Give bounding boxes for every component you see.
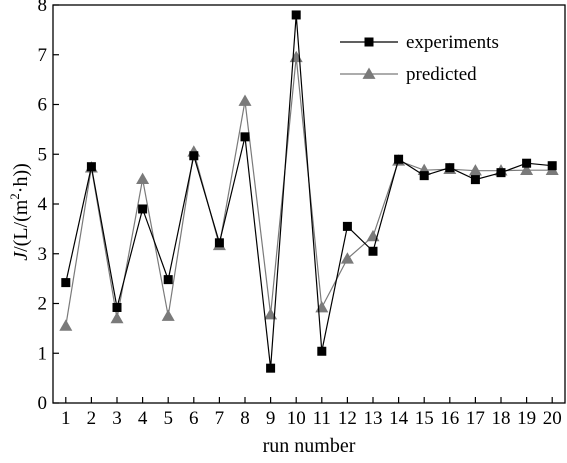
experiments-point [112,302,122,312]
y-tick-label: 8 [38,0,48,16]
experiments-point [61,278,71,288]
experiments-point [240,132,250,142]
y-axis-title-unit: /(L/(m [10,199,32,252]
x-tick-label: 3 [112,408,122,429]
x-tick-label: 6 [189,408,199,429]
experiments-line [65,14,553,369]
x-tick-label: 9 [266,408,276,429]
experiments-point [394,154,404,164]
x-tick-label: 14 [389,408,409,429]
experiments-point [189,151,199,161]
experiments-point [163,275,173,285]
predicted-point [340,252,354,264]
y-axis-title-unit-tail: ·h)) [10,163,32,193]
x-tick-label: 8 [240,408,250,429]
experiments-point [342,221,352,231]
predicted-point [289,50,303,63]
predicted-point [136,172,150,184]
x-tick-label: 11 [313,408,331,429]
y-axis-title: J/(L/(m2·h)) [7,163,32,261]
experiments-point [291,10,301,20]
legend-label: experiments [406,32,499,53]
x-tick-label: 15 [415,408,434,429]
legend-item-predicted: predicted [340,64,477,85]
y-tick-label: 4 [38,194,48,215]
predicted-point [315,300,329,313]
y-axis-title-symbol: J [10,251,32,261]
y-tick-label: 3 [38,244,48,265]
y-tick-label: 6 [38,95,48,116]
x-tick-label: 13 [364,408,383,429]
predicted-point [468,164,482,176]
experiments-point [317,346,327,356]
predicted-point [59,319,73,331]
x-tick-label: 16 [440,408,459,429]
experiments-point [368,246,378,256]
y-tick-label: 7 [38,45,48,66]
experiments-point [419,171,429,181]
x-tick-label: 7 [215,408,225,429]
predicted-line [65,57,553,326]
x-tick-label: 2 [87,408,97,429]
y-axis-title-superscript: 2 [7,193,22,200]
series-layer [59,10,559,373]
experiments-point [214,238,224,248]
plot-frame [52,4,566,404]
experiments-point [496,168,506,178]
experiments-point [86,162,96,172]
series-experiments [61,10,557,373]
predicted-point [161,309,175,321]
legend-label: predicted [406,64,477,85]
x-tick-label: 20 [543,408,562,429]
x-axis-title: run number [263,435,356,457]
x-tick-label: 1 [61,408,71,429]
x-tick-label: 10 [287,408,306,429]
legend-item-experiments: experiments [340,32,499,53]
x-tick-label: 4 [138,408,148,429]
experiments-point [522,158,532,168]
experiments-point [266,363,276,373]
experiments-point [547,161,557,171]
x-tick-label: 5 [163,408,173,429]
predicted-point [520,163,534,176]
experiments-point [470,175,480,185]
y-tick-label: 5 [38,144,48,165]
x-tick-label: 12 [338,408,357,429]
experiments-point [445,163,455,173]
x-tick-label: 17 [466,408,485,429]
experiments-point [138,204,148,214]
y-tick-label: 2 [38,294,48,315]
legend: experiments predicted [340,32,499,85]
legend-marker [362,67,376,79]
x-tick-label: 18 [492,408,511,429]
x-tick-label: 19 [517,408,536,429]
y-tick-label: 0 [38,393,48,414]
predicted-point [110,311,124,324]
y-tick-label: 1 [38,343,48,364]
legend-marker [364,37,374,47]
predicted-point [238,94,252,106]
